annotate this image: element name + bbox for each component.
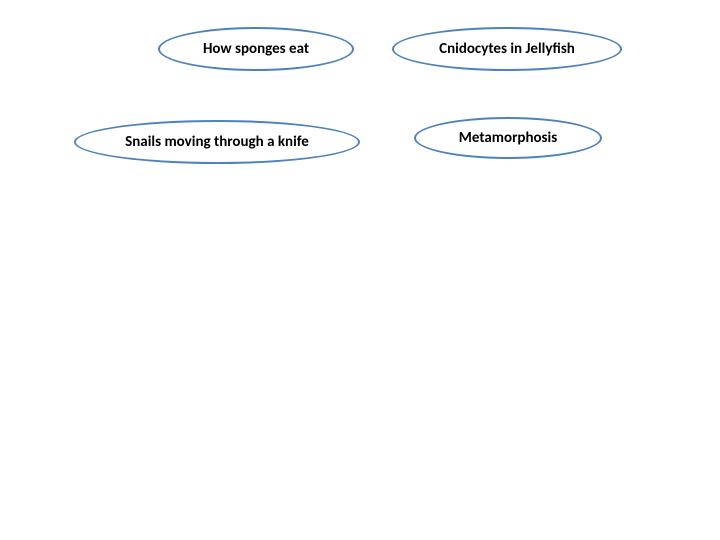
bubble-cnidocytes: Cnidocytes in Jellyfish — [392, 27, 622, 71]
bubble-snails-label: Snails moving through a knife — [125, 134, 309, 151]
bubble-cnidocytes-label: Cnidocytes in Jellyfish — [439, 41, 575, 58]
bubble-metamorphosis: Metamorphosis — [414, 117, 602, 159]
bubble-snails: Snails moving through a knife — [74, 120, 360, 164]
bubble-metamorphosis-label: Metamorphosis — [459, 130, 557, 147]
bubble-sponges: How sponges eat — [158, 27, 354, 71]
bubble-sponges-label: How sponges eat — [203, 41, 309, 58]
